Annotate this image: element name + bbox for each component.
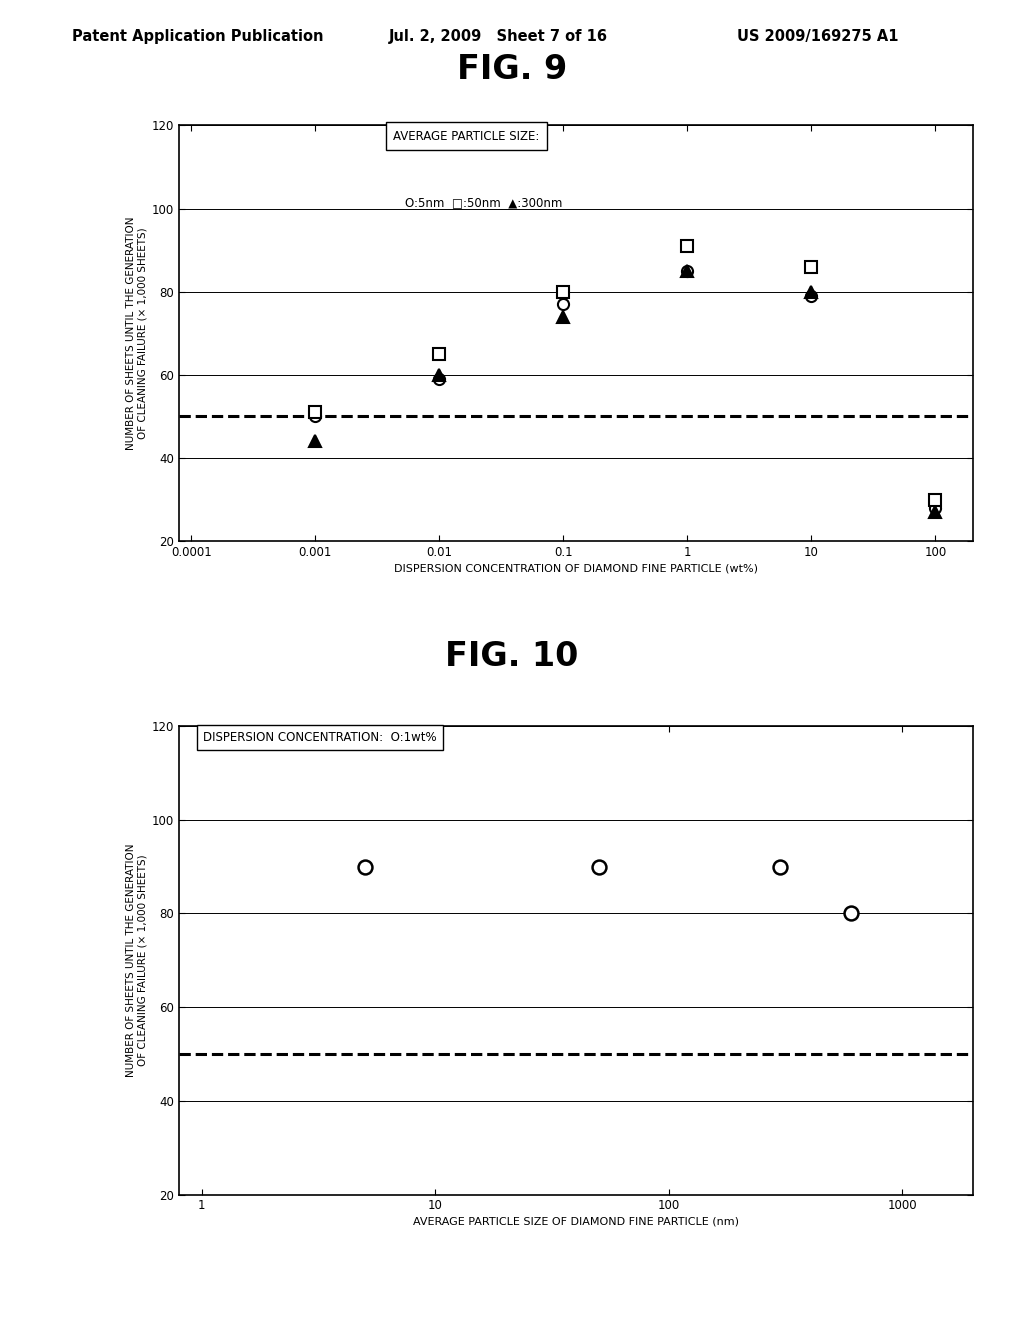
- Y-axis label: NUMBER OF SHEETS UNTIL THE GENERATION
OF CLEANING FAILURE (× 1,000 SHEETS): NUMBER OF SHEETS UNTIL THE GENERATION OF…: [126, 216, 147, 450]
- X-axis label: AVERAGE PARTICLE SIZE OF DIAMOND FINE PARTICLE (nm): AVERAGE PARTICLE SIZE OF DIAMOND FINE PA…: [413, 1217, 739, 1226]
- Text: AVERAGE PARTICLE SIZE:: AVERAGE PARTICLE SIZE:: [393, 129, 540, 143]
- Text: Jul. 2, 2009   Sheet 7 of 16: Jul. 2, 2009 Sheet 7 of 16: [389, 29, 608, 44]
- Text: US 2009/169275 A1: US 2009/169275 A1: [737, 29, 899, 44]
- Text: DISPERSION CONCENTRATION:  O:1wt%: DISPERSION CONCENTRATION: O:1wt%: [203, 731, 436, 743]
- Text: FIG. 10: FIG. 10: [445, 640, 579, 673]
- Text: Patent Application Publication: Patent Application Publication: [72, 29, 324, 44]
- X-axis label: DISPERSION CONCENTRATION OF DIAMOND FINE PARTICLE (wt%): DISPERSION CONCENTRATION OF DIAMOND FINE…: [394, 564, 758, 573]
- Y-axis label: NUMBER OF SHEETS UNTIL THE GENERATION
OF CLEANING FAILURE (× 1,000 SHEETS): NUMBER OF SHEETS UNTIL THE GENERATION OF…: [126, 843, 147, 1077]
- Text: FIG. 9: FIG. 9: [457, 53, 567, 86]
- Text: O:5nm  □:50nm  ▲:300nm: O:5nm □:50nm ▲:300nm: [406, 197, 563, 209]
